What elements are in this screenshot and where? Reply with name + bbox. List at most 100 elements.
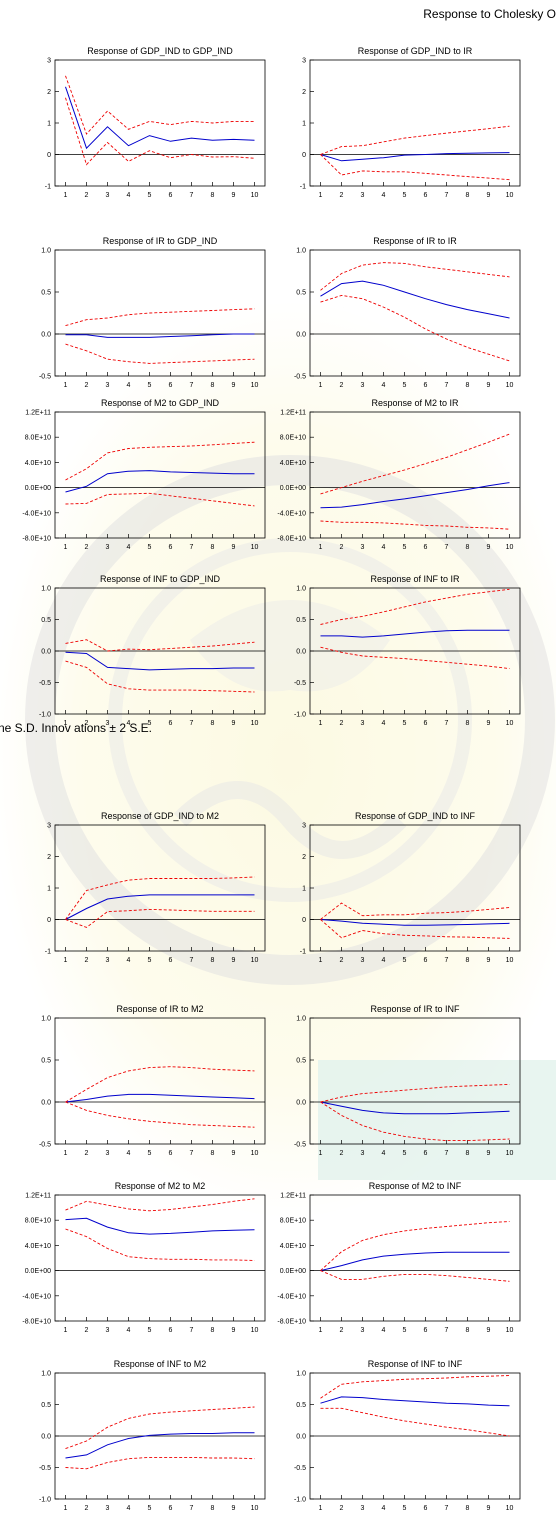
x-tick-label: 2 [340,720,344,727]
chart-title: Response of M2 to IR [371,398,459,408]
x-tick-label: 8 [466,1327,470,1334]
x-tick-label: 1 [319,1327,323,1334]
x-tick-label: 9 [487,1505,491,1512]
x-tick-label: 5 [148,192,152,199]
x-tick-label: 1 [319,957,323,964]
y-tick-label: 4.0E+10 [25,460,51,467]
y-tick-label: 1.0 [41,1016,51,1023]
y-tick-label: -4.0E+10 [277,510,306,517]
chart-title: Response of INF to GDP_IND [100,574,221,584]
y-tick-label: 1.0 [296,248,306,255]
x-tick-label: 4 [127,720,131,727]
y-tick-label: 0.0 [41,1100,51,1107]
x-tick-label: 5 [403,544,407,551]
x-tick-label: 4 [382,192,386,199]
y-tick-label: -0.5 [39,374,51,381]
x-tick-label: 9 [232,192,236,199]
y-tick-label: 0.5 [41,1058,51,1065]
x-tick-label: 1 [64,1505,68,1512]
x-tick-label: 10 [251,1327,259,1334]
plot-frame [309,249,521,377]
x-tick-label: 3 [106,544,110,551]
x-tick-label: 4 [127,382,131,389]
impulse-response-line [320,1396,510,1407]
x-tick-label: 7 [445,957,449,964]
x-tick-label: 5 [403,1505,407,1512]
y-tick-label: 1.2E+11 [280,410,306,417]
x-tick-label: 2 [85,192,89,199]
y-tick-label: 0.0 [296,1100,306,1107]
chart-panel: Response of GDP_IND to GDP_IND -1 0 1 2 3 1 2 3 4… [45,46,266,199]
chart-title: Response of INF to INF [368,1359,463,1369]
plot-frame [54,1194,266,1322]
x-tick-label: 7 [445,720,449,727]
x-tick-label: 1 [64,1327,68,1334]
watermark-seal-inner-ring [108,538,472,902]
x-tick-label: 6 [424,1505,428,1512]
confidence-band-lower [320,294,510,362]
x-tick-label: 7 [190,192,194,199]
x-tick-label: 4 [382,382,386,389]
y-tick-label: 8.0E+10 [280,435,306,442]
y-tick-label: 3 [302,58,306,65]
x-tick-label: 10 [506,1327,514,1334]
x-tick-label: 3 [361,1150,365,1157]
y-tick-label: 1.0 [41,1371,51,1378]
x-tick-label: 5 [403,957,407,964]
y-tick-label: 1 [47,886,51,893]
x-tick-label: 9 [487,544,491,551]
y-tick-label: -8.0E+10 [22,1319,51,1326]
x-tick-label: 3 [106,382,110,389]
x-tick-label: 3 [361,544,365,551]
chart-panel: Response of INF to GDP_IND -1.0 -0.5 0.0 0.5… [39,574,266,727]
impulse-response-line [65,333,255,338]
x-tick-label: 8 [211,544,215,551]
chart-panel: Response of GDP_IND to INF -1 0 1 2 3 1 2 3 4 5 6 7 8… [300,811,521,964]
x-tick-label: 5 [148,1505,152,1512]
x-tick-label: 1 [319,192,323,199]
chart-panel: Response of M2 to INF -8.0E+10 -4.0E+10 0.0… [277,1181,521,1334]
chart-panel: Response of M2 to IR -8.0E+10 -4.0E+10 0.0E… [277,398,521,551]
y-tick-label: 1.2E+11 [25,1193,51,1200]
chart-title: Response of M2 to INF [369,1181,462,1191]
y-tick-label: 1.2E+11 [25,410,51,417]
y-tick-label: 0.0 [41,1434,51,1441]
x-tick-label: 6 [169,720,173,727]
x-tick-label: 10 [251,720,259,727]
x-tick-label: 4 [382,957,386,964]
x-tick-label: 6 [424,382,428,389]
x-tick-label: 8 [211,1327,215,1334]
confidence-band-lower [65,1456,255,1470]
x-tick-label: 8 [211,1150,215,1157]
x-tick-label: 8 [466,544,470,551]
y-tick-label: 0.0E+00 [25,1268,51,1275]
y-tick-label: 0.5 [41,617,51,624]
y-tick-label: -0.5 [294,680,306,687]
x-tick-label: 3 [361,382,365,389]
plot-frame [309,824,521,952]
x-tick-label: 7 [190,382,194,389]
y-tick-label: 0 [302,152,306,159]
y-tick-label: -0.5 [294,1465,306,1472]
x-tick-label: 10 [506,544,514,551]
x-tick-label: 6 [169,1327,173,1334]
impulse-response-line [320,152,510,162]
y-tick-label: 0.0E+00 [280,1268,306,1275]
confidence-band-upper [320,1083,510,1103]
y-tick-label: 0 [302,917,306,924]
y-tick-label: 0.0 [296,1434,306,1441]
x-tick-label: 4 [127,1505,131,1512]
x-tick-label: 4 [127,957,131,964]
x-tick-label: 10 [251,957,259,964]
y-tick-label: -1 [45,949,51,956]
chart-title: Response of M2 to GDP_IND [101,398,220,408]
x-tick-label: 5 [148,720,152,727]
x-tick-label: 7 [190,1150,194,1157]
y-tick-label: 0.5 [296,1058,306,1065]
x-tick-label: 2 [85,382,89,389]
plot-frame [54,1017,266,1145]
x-tick-label: 1 [64,192,68,199]
y-tick-label: -1 [45,184,51,191]
y-tick-label: 2 [302,89,306,96]
